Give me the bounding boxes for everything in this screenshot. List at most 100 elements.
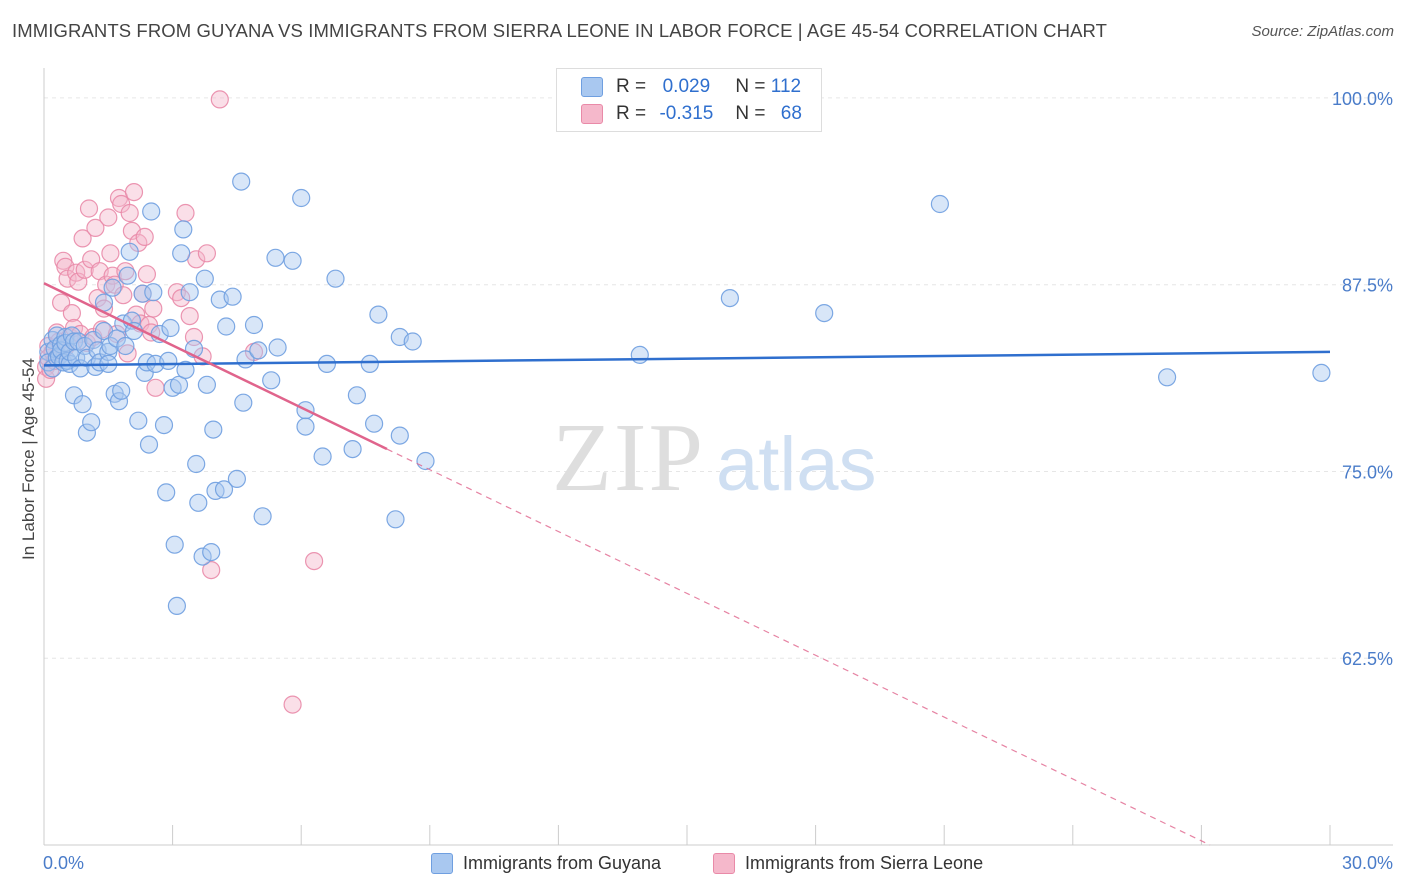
sierra-leone-point: [120, 203, 139, 223]
watermark-atlas: atlas: [716, 422, 877, 507]
guyana-point: [403, 332, 422, 351]
guyana-point: [120, 242, 139, 261]
guyana-point: [262, 371, 281, 390]
guyana-point: [249, 341, 268, 360]
sierra-leone-point: [101, 244, 120, 263]
sierra-leone-point: [137, 265, 156, 284]
guyana-point: [129, 411, 148, 430]
x-tick-label-min: 0.0%: [43, 853, 84, 873]
x-tick-label-max: 30.0%: [1342, 853, 1393, 873]
guyana-point: [815, 304, 834, 323]
y-tick-label-100: 100.0%: [1332, 89, 1393, 109]
guyana-point: [369, 305, 388, 324]
guyana-point: [630, 345, 649, 364]
guyana-point: [169, 375, 189, 394]
chart-title: IMMIGRANTS FROM GUYANA VS IMMIGRANTS FRO…: [12, 20, 1108, 41]
legend-row-guyana: R = 0.029 N = 112: [581, 76, 801, 98]
legend-n-label: N =: [735, 103, 766, 124]
guyana-point: [73, 395, 92, 414]
sierra-leone-point: [114, 286, 133, 305]
guyana-point: [347, 386, 366, 405]
x-tick-labels: 0.0% 30.0%: [43, 853, 1393, 873]
guyana-point: [244, 315, 264, 335]
legend-r-label: R =: [616, 76, 647, 97]
y-tick-label-75: 75.0%: [1342, 462, 1393, 482]
sierra-leone-point: [283, 695, 302, 714]
guyana-point: [112, 381, 131, 400]
guyana-point: [317, 354, 336, 373]
axes: [43, 68, 1393, 846]
legend-r-value: 0.029: [662, 76, 711, 97]
sierra-leone-trend-line: [43, 282, 388, 451]
guyana-point: [292, 188, 311, 208]
guyana-point: [386, 510, 405, 529]
guyana-point: [189, 493, 208, 512]
legend-swatch-guyana: [581, 77, 603, 97]
series-guyana-points: [39, 172, 1331, 616]
sierra-leone-point: [135, 227, 154, 246]
y-tick-label-62.5: 62.5%: [1342, 649, 1393, 669]
guyana-point: [253, 507, 272, 526]
guyana-point: [118, 266, 137, 285]
guyana-point: [234, 393, 253, 412]
series-legend-swatch-sierra-leone: [713, 853, 735, 874]
y-tick-labels: 62.5% 75.0% 87.5% 100.0%: [1332, 89, 1393, 669]
guyana-point: [82, 413, 101, 432]
guyana-point: [103, 278, 122, 297]
legend-row-sierra-leone: R = -0.315 N = 68: [581, 103, 802, 125]
trend-lines: [43, 282, 1331, 846]
guyana-point: [176, 360, 195, 379]
sierra-leone-point: [202, 560, 221, 580]
guyana-trend-line: [43, 350, 1331, 367]
series-legend-guyana: Immigrants from Guyana: [431, 853, 661, 874]
series-legend: Immigrants from Guyana Immigrants from S…: [0, 853, 1406, 877]
y-axis-label: In Labor Force | Age 45-54: [19, 358, 38, 560]
guyana-point: [157, 483, 176, 502]
guyana-point: [116, 336, 135, 356]
guyana-point: [416, 451, 435, 471]
guyana-point: [296, 417, 315, 436]
guyana-point: [1157, 368, 1177, 387]
guyana-point: [159, 351, 178, 370]
guyana-point: [268, 338, 287, 357]
sierra-leone-point: [124, 183, 144, 202]
guyana-point: [360, 354, 379, 373]
guyana-point: [197, 375, 216, 394]
legend-swatch-sierra-leone: [581, 104, 603, 124]
guyana-point: [390, 426, 409, 445]
guyana-point: [187, 454, 206, 474]
sierra-leone-point: [210, 90, 229, 109]
watermark: ZIP atlas: [552, 404, 877, 512]
guyana-point: [195, 269, 214, 288]
legend-r-label: R =: [616, 103, 647, 124]
guyana-point: [144, 283, 163, 302]
guyana-point: [193, 547, 212, 566]
sierra-leone-point: [305, 551, 324, 571]
chart-source: Source: ZipAtlas.com: [1251, 23, 1394, 40]
sierra-leone-point: [79, 199, 99, 218]
guyana-point: [283, 251, 302, 270]
guyana-point: [1312, 363, 1331, 382]
guyana-point: [227, 469, 246, 488]
guyana-point: [204, 420, 223, 439]
y-tick-label-87.5: 87.5%: [1342, 276, 1393, 296]
guyana-point: [174, 220, 193, 239]
sierra-leone-point: [62, 304, 82, 323]
guyana-point: [232, 172, 251, 191]
sierra-leone-point: [197, 244, 216, 263]
guyana-point: [930, 194, 950, 214]
guyana-point: [365, 414, 384, 433]
guyana-point: [326, 269, 345, 288]
guyana-point: [720, 289, 740, 308]
sierra-leone-point: [118, 344, 137, 363]
guyana-point: [172, 244, 191, 263]
legend-n-value: 112: [770, 76, 802, 97]
guyana-point: [77, 423, 97, 442]
guyana-point: [180, 283, 199, 302]
watermark-zip: ZIP: [552, 404, 705, 512]
guyana-point: [142, 202, 161, 221]
sierra-leone-point: [73, 229, 92, 248]
guyana-point: [313, 447, 332, 466]
guyana-point: [165, 535, 184, 554]
